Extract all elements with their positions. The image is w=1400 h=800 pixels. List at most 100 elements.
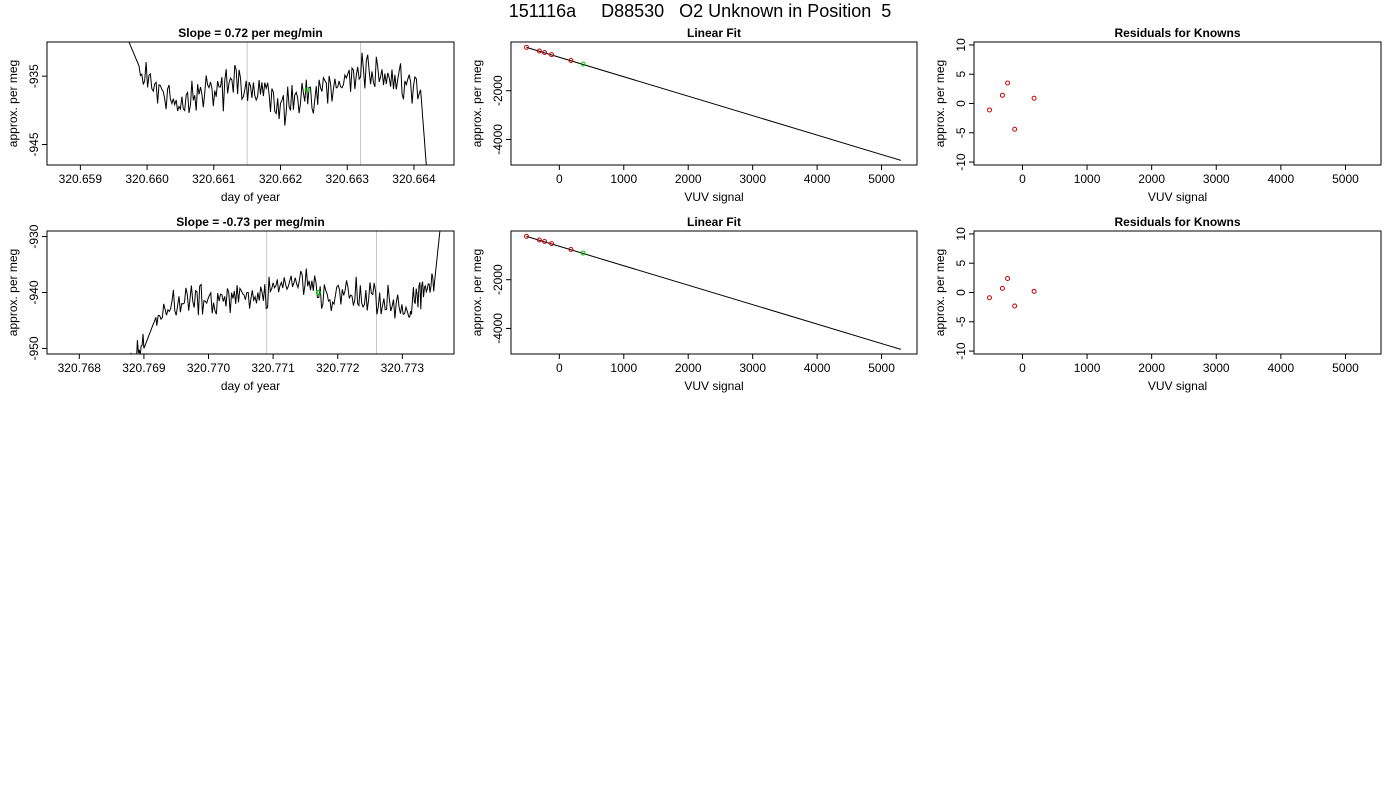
x-tick-label: 320.663: [326, 172, 370, 186]
chart-panel-6: Residuals for Knowns VUV signal approx. pe…: [933, 215, 1382, 393]
series-line: [130, 231, 441, 354]
data-point: [1012, 303, 1018, 309]
fit-line: [526, 235, 902, 350]
x-tick-label: 1000: [610, 361, 637, 375]
plot-area: [130, 231, 441, 354]
x-tick-label: 3000: [739, 172, 766, 186]
plot-frame: [46, 41, 455, 166]
data-point: [536, 237, 542, 243]
x-tick-label: 2000: [675, 361, 702, 375]
plot-area: [987, 275, 1037, 309]
data-point: [999, 92, 1005, 98]
y-tick-label: 10: [954, 38, 968, 52]
data-point: [549, 52, 555, 58]
x-tick-label: 3000: [1203, 172, 1230, 186]
y-tick-label: 5: [954, 260, 968, 267]
x-tick-label: 4000: [804, 361, 831, 375]
y-tick-label: -4000: [491, 313, 505, 344]
y-tick-label: -4000: [491, 124, 505, 155]
x-tick-label: 2000: [1138, 172, 1165, 186]
x-tick-label: 320.771: [251, 361, 295, 375]
x-tick-label: 1000: [1074, 172, 1101, 186]
chart-title: Residuals for Knowns: [1114, 215, 1240, 229]
chart-panel-5: Linear Fit VUV signal approx. per meg 0 1000…: [470, 215, 918, 393]
x-tick-label: 320.768: [58, 361, 102, 375]
x-tick-label: 320.770: [187, 361, 231, 375]
x-tick-label: 1000: [1074, 361, 1101, 375]
chart-title: Residuals for Knowns: [1114, 26, 1240, 40]
x-axis-label: day of year: [221, 190, 280, 204]
y-tick-label: -2000: [491, 75, 505, 106]
data-point: [987, 107, 993, 113]
chart-panel-2: Linear Fit VUV signal approx. per meg 0 1000…: [470, 26, 918, 204]
x-tick-label: 3000: [1203, 361, 1230, 375]
data-point: [542, 238, 548, 244]
y-tick-label: 5: [954, 71, 968, 78]
data-point: [549, 241, 555, 247]
plot-area: [987, 80, 1037, 132]
y-tick-label: -930: [27, 224, 41, 248]
x-tick-label: 5000: [1332, 172, 1359, 186]
chart-title: Slope = 0.72 per meg/min: [178, 26, 322, 40]
chart-panel-3: Residuals for Knowns VUV signal approx. pe…: [933, 26, 1382, 204]
data-point: [1005, 80, 1011, 86]
data-point: [580, 250, 586, 256]
x-tick-label: 320.661: [192, 172, 236, 186]
x-tick-label: 320.772: [316, 361, 360, 375]
x-tick-label: 320.769: [122, 361, 166, 375]
x-tick-label: 320.662: [259, 172, 303, 186]
data-point: [1031, 95, 1037, 101]
page-title: 151116a D88530 O2 Unknown in Position 5: [508, 1, 892, 21]
x-axis-label: VUV signal: [1148, 190, 1207, 204]
x-tick-label: 2000: [1138, 361, 1165, 375]
series-line: [128, 42, 427, 165]
data-point: [523, 44, 529, 50]
y-axis-label: approx. per meg: [933, 60, 947, 147]
data-point: [1031, 288, 1037, 294]
chart-panel-4: Slope = -0.73 per meg/min day of year appr…: [6, 215, 455, 393]
chart-title: Slope = -0.73 per meg/min: [176, 215, 324, 229]
y-axis-label: approx. per meg: [933, 249, 947, 336]
data-point: [1012, 126, 1018, 132]
plot-area: [523, 233, 902, 350]
y-tick-label: -10: [954, 342, 968, 360]
x-axis-label: VUV signal: [684, 379, 743, 393]
x-tick-label: 1000: [610, 172, 637, 186]
x-tick-label: 320.664: [392, 172, 436, 186]
data-point: [536, 48, 542, 54]
x-tick-label: 2000: [675, 172, 702, 186]
plot-area: [523, 44, 902, 161]
x-tick-label: 0: [1019, 361, 1026, 375]
chart-title: Linear Fit: [687, 215, 741, 229]
x-tick-label: 3000: [739, 361, 766, 375]
y-tick-label: -945: [27, 132, 41, 156]
highlight-point: [315, 289, 321, 296]
x-tick-label: 4000: [1268, 361, 1295, 375]
y-tick-label: -940: [27, 280, 41, 304]
y-tick-label: 0: [954, 100, 968, 107]
plot-frame: [46, 230, 455, 355]
highlight-point: [304, 87, 310, 93]
x-tick-label: 5000: [868, 361, 895, 375]
x-axis-label: VUV signal: [1148, 379, 1207, 393]
x-tick-label: 320.659: [59, 172, 103, 186]
x-tick-label: 5000: [868, 172, 895, 186]
y-axis-label: approx. per meg: [6, 60, 20, 147]
x-tick-label: 0: [1019, 172, 1026, 186]
plot-frame: [510, 230, 918, 355]
y-axis-label: approx. per meg: [470, 249, 484, 336]
chart-title: Linear Fit: [687, 26, 741, 40]
y-tick-label: -2000: [491, 264, 505, 295]
plot-frame: [510, 41, 918, 166]
data-point: [568, 247, 574, 253]
data-point: [542, 49, 548, 55]
x-axis-label: day of year: [221, 379, 280, 393]
data-point: [1005, 275, 1011, 281]
x-tick-label: 5000: [1332, 361, 1359, 375]
y-tick-label: 0: [954, 289, 968, 296]
fit-line: [526, 46, 902, 161]
y-axis-label: approx. per meg: [6, 249, 20, 336]
y-axis-label: approx. per meg: [470, 60, 484, 147]
x-tick-label: 4000: [1268, 172, 1295, 186]
